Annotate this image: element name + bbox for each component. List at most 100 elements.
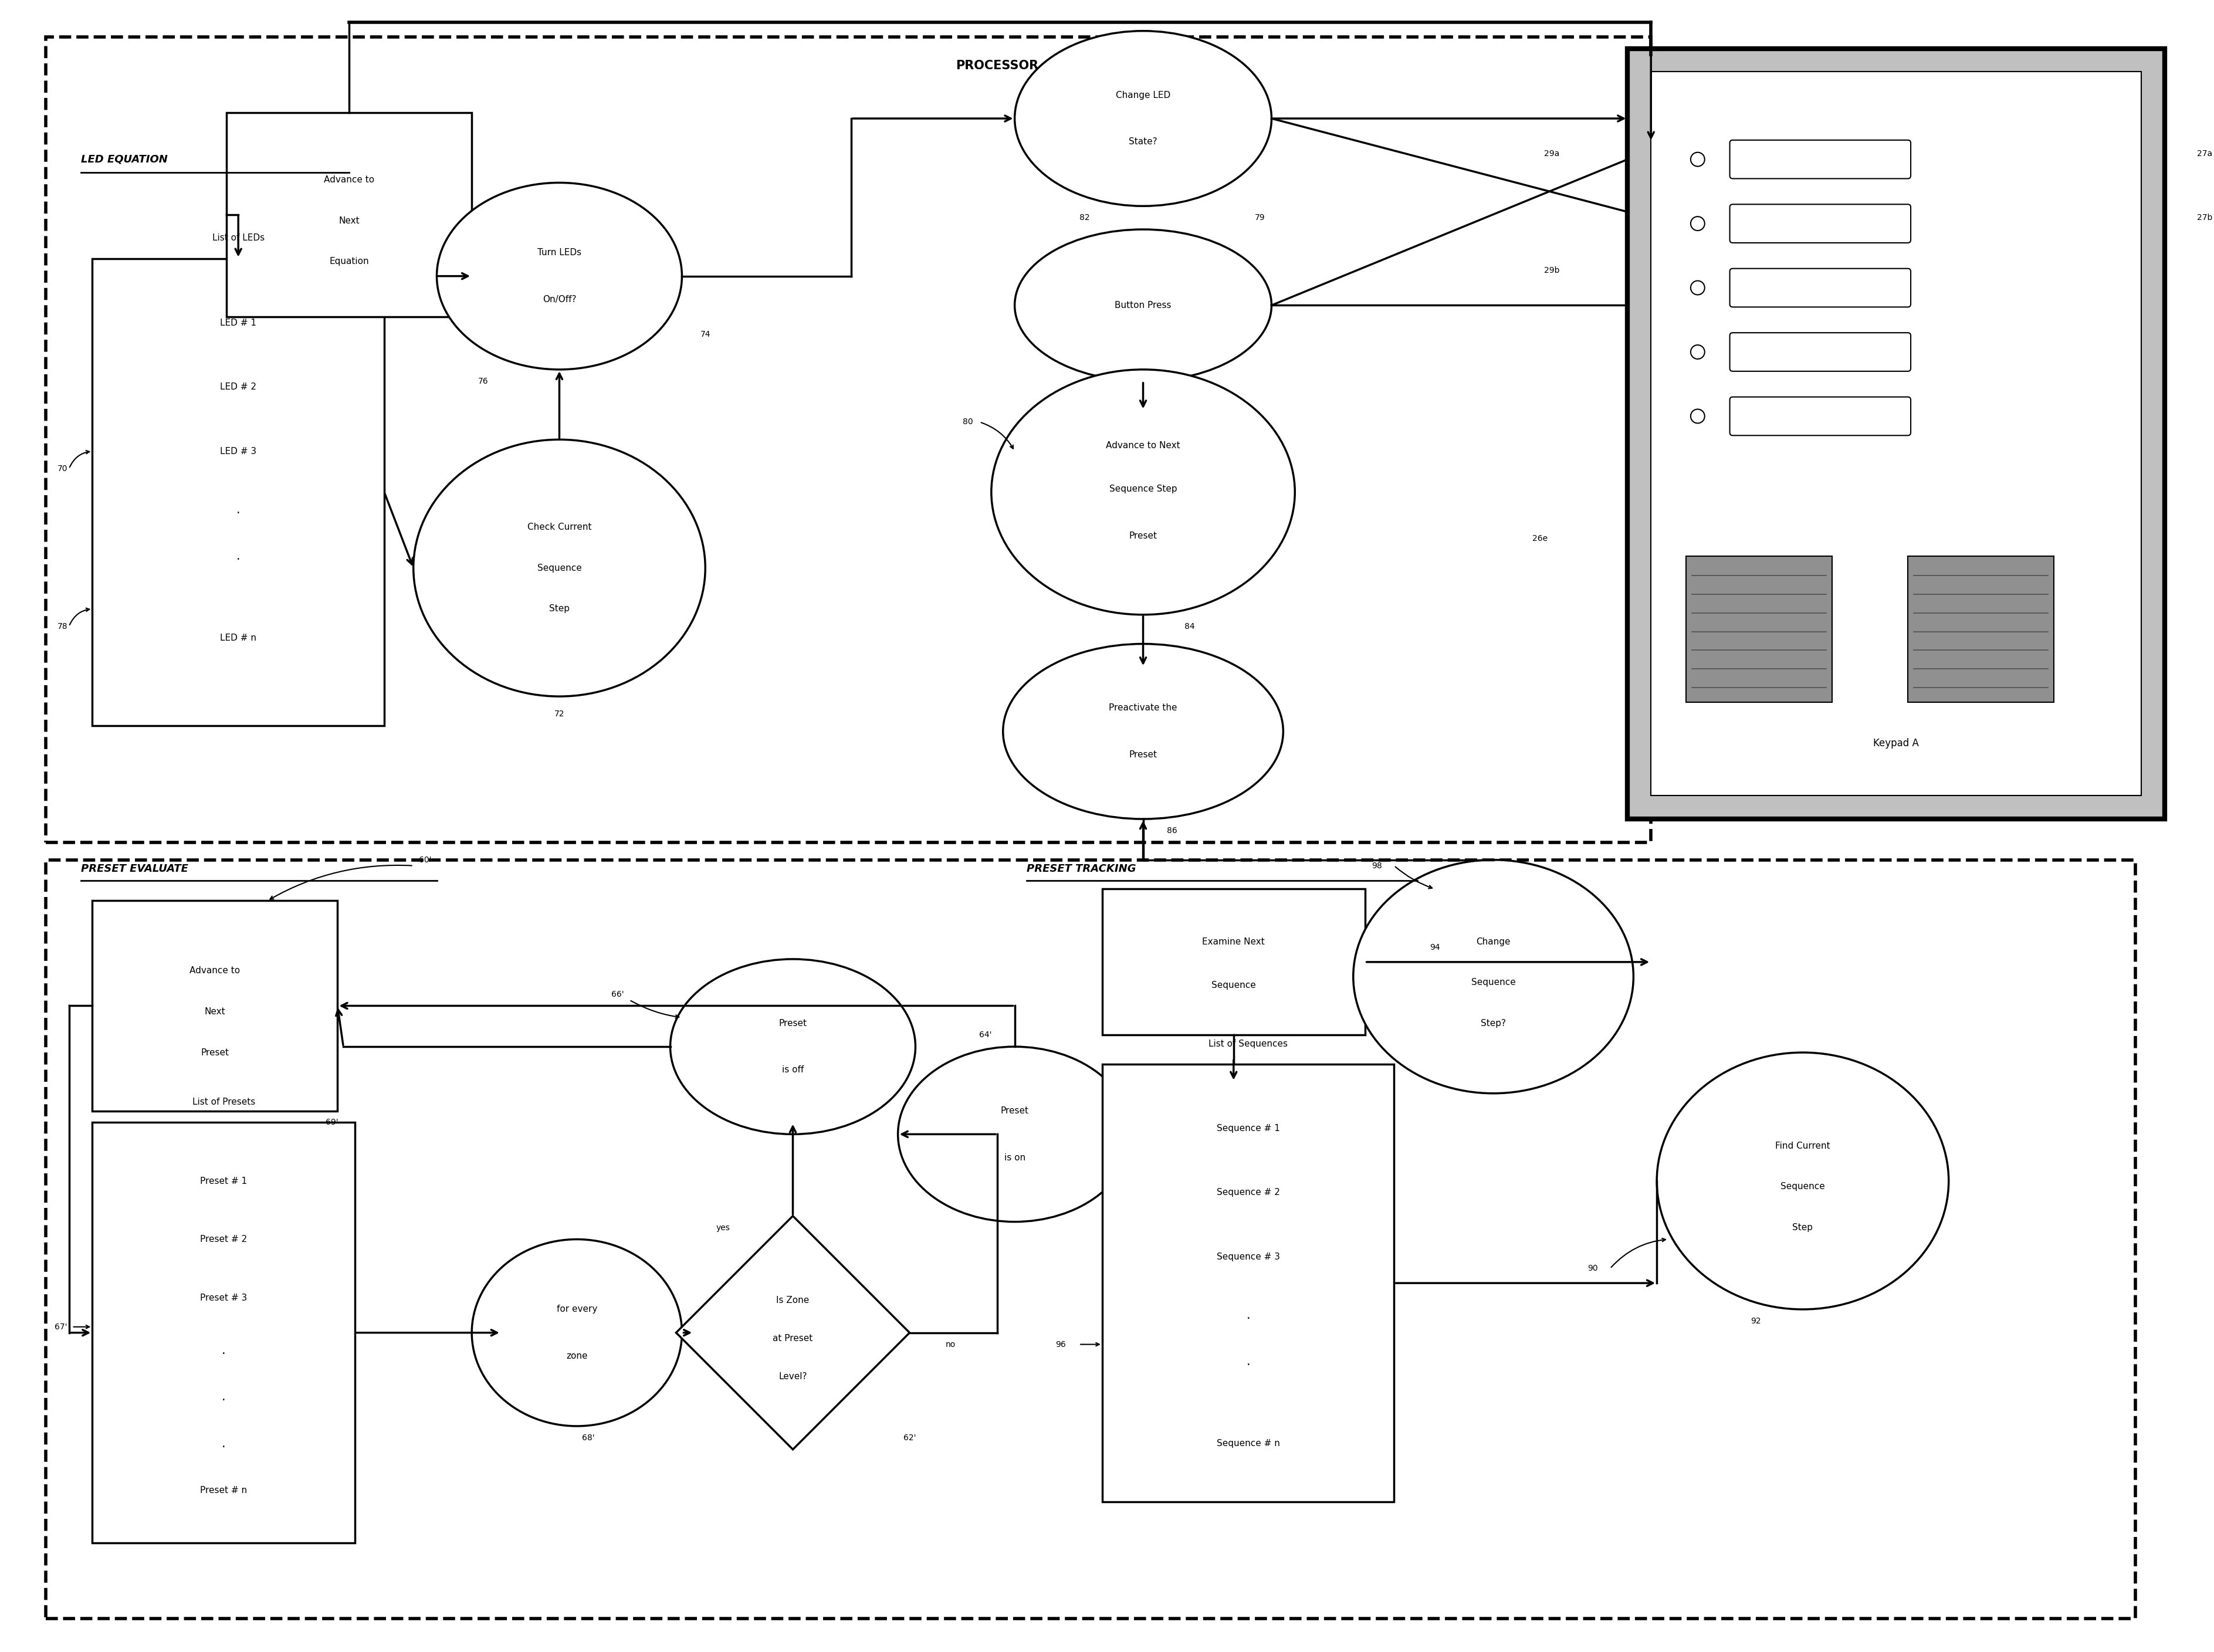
Text: 84: 84 [1184,623,1196,631]
Text: Preset: Preset [779,1019,806,1028]
Text: 70: 70 [58,464,69,472]
Text: Sequence: Sequence [1780,1183,1824,1191]
Text: List of Sequences: List of Sequences [1209,1039,1289,1047]
Text: .: . [221,1437,226,1449]
Text: 27a: 27a [2196,149,2212,157]
Text: .: . [237,550,241,562]
Ellipse shape [899,1047,1131,1222]
Text: 74: 74 [700,330,711,339]
FancyBboxPatch shape [1729,396,1911,436]
FancyBboxPatch shape [1908,557,2055,702]
Text: 76: 76 [478,377,489,385]
Text: 96: 96 [1056,1340,1065,1348]
Ellipse shape [1353,859,1634,1094]
FancyBboxPatch shape [1729,332,1911,372]
Text: Preset: Preset [201,1047,228,1057]
Text: Sequence: Sequence [538,563,582,572]
Text: 29a: 29a [1543,149,1559,157]
FancyBboxPatch shape [1729,140,1911,178]
Text: Preset: Preset [1001,1107,1030,1115]
Ellipse shape [436,183,682,370]
Text: for every: for every [556,1305,598,1313]
Text: Preset # 1: Preset # 1 [199,1176,248,1186]
Text: Equation: Equation [330,258,370,266]
Text: LED # 3: LED # 3 [219,446,257,456]
Text: at Preset: at Preset [773,1335,813,1343]
Text: Keypad A: Keypad A [1873,738,1920,748]
Text: Step: Step [1793,1222,1813,1232]
Text: 29b: 29b [1543,266,1559,274]
FancyBboxPatch shape [1103,1064,1395,1502]
Text: Step?: Step? [1481,1019,1506,1028]
Text: Advance to: Advance to [190,966,239,975]
FancyBboxPatch shape [46,859,2137,1619]
Text: Sequence # 2: Sequence # 2 [1215,1188,1280,1198]
Text: Sequence Step: Sequence Step [1109,484,1178,494]
Text: .: . [221,1391,226,1403]
Text: PROCESSOR: PROCESSOR [956,59,1038,71]
Text: 92: 92 [1751,1317,1760,1325]
Text: 27b: 27b [2196,213,2212,221]
Polygon shape [675,1216,910,1449]
FancyBboxPatch shape [1729,205,1911,243]
FancyBboxPatch shape [46,36,1652,843]
Text: zone: zone [567,1351,587,1361]
Ellipse shape [1003,644,1284,819]
Text: 79: 79 [1255,213,1264,221]
Text: PRESET EVALUATE: PRESET EVALUATE [80,864,188,874]
Text: Advance to Next: Advance to Next [1107,441,1180,449]
FancyBboxPatch shape [226,112,472,317]
Text: Sequence: Sequence [1211,981,1255,990]
Text: .: . [237,504,241,515]
Text: Button Press: Button Press [1116,301,1171,309]
Text: Sequence # 1: Sequence # 1 [1215,1123,1280,1133]
FancyBboxPatch shape [93,900,337,1110]
Text: .: . [1246,1310,1251,1322]
Ellipse shape [414,439,706,697]
Text: no: no [945,1340,956,1348]
Text: LED # 2: LED # 2 [219,383,257,392]
Text: Preset # 3: Preset # 3 [199,1294,248,1302]
Text: 98: 98 [1370,862,1382,871]
Text: Find Current: Find Current [1776,1142,1831,1150]
FancyBboxPatch shape [93,259,385,725]
Text: .: . [1246,1356,1251,1368]
Text: On/Off?: On/Off? [542,296,576,304]
Text: 62': 62' [903,1434,917,1442]
Text: Examine Next: Examine Next [1202,937,1264,947]
FancyBboxPatch shape [93,1123,354,1543]
Text: 69': 69' [325,1118,339,1127]
Text: 60': 60' [418,856,432,864]
Text: 94: 94 [1430,943,1439,952]
FancyBboxPatch shape [1729,269,1911,307]
Text: Sequence: Sequence [1470,978,1517,986]
Text: Preset # 2: Preset # 2 [199,1236,248,1244]
FancyBboxPatch shape [1652,71,2141,796]
Ellipse shape [1656,1052,1948,1310]
Text: 82: 82 [1080,213,1089,221]
Ellipse shape [671,960,914,1135]
Text: Is Zone: Is Zone [777,1297,810,1305]
FancyBboxPatch shape [1627,48,2165,819]
Text: Change: Change [1477,937,1510,947]
Text: 86: 86 [1167,826,1178,834]
Text: Level?: Level? [779,1373,808,1381]
Ellipse shape [472,1239,682,1426]
Text: Advance to: Advance to [323,175,374,183]
Text: 67': 67' [55,1323,66,1332]
Text: 68': 68' [582,1434,596,1442]
Text: LED # 1: LED # 1 [219,319,257,327]
Text: Next: Next [339,216,359,225]
Text: is on: is on [1005,1153,1025,1161]
Text: Sequence # 3: Sequence # 3 [1215,1252,1280,1260]
FancyBboxPatch shape [1687,557,1831,702]
Text: PRESET TRACKING: PRESET TRACKING [1027,864,1136,874]
Text: State?: State? [1129,137,1158,147]
Text: Preset: Preset [1129,532,1158,540]
Text: Check Current: Check Current [527,522,591,532]
Text: 26e: 26e [1532,535,1548,544]
Text: LED EQUATION: LED EQUATION [80,154,168,165]
Text: LED # n: LED # n [219,634,257,643]
Text: Step: Step [549,605,569,613]
Text: yes: yes [715,1224,731,1232]
